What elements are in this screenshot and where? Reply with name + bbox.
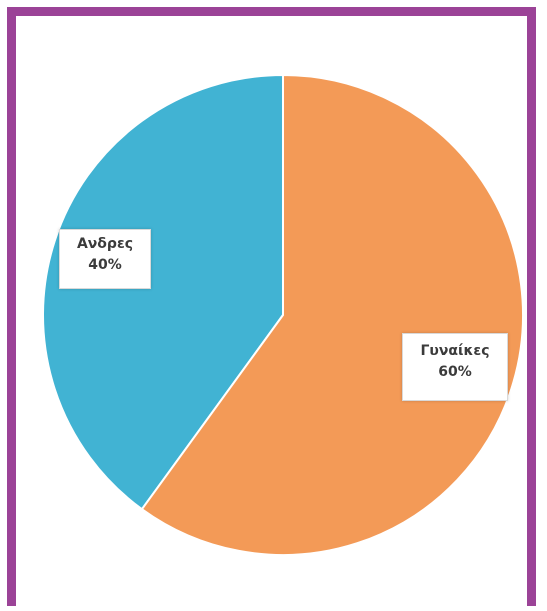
data-label-men-name: Ανδρες [60,234,150,255]
data-label-women-name: Γυναίκες [403,341,507,362]
data-label-men-value: 40% [60,255,150,276]
data-label-men: Ανδρες 40% [59,229,151,289]
data-label-women-value: 60% [403,362,507,383]
data-label-women: Γυναίκες 60% [402,333,508,401]
